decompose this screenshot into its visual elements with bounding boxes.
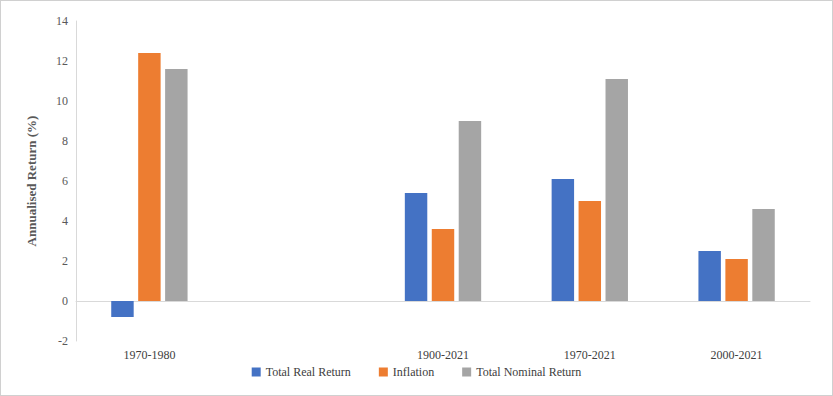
svg-text:Inflation: Inflation — [393, 365, 434, 379]
svg-text:8: 8 — [62, 134, 68, 148]
svg-text:10: 10 — [56, 94, 68, 108]
svg-text:-2: -2 — [58, 334, 68, 348]
svg-text:1970-1980: 1970-1980 — [123, 348, 175, 362]
svg-text:0: 0 — [62, 294, 68, 308]
svg-text:1900-2021: 1900-2021 — [417, 348, 469, 362]
svg-text:Total Nominal Return: Total Nominal Return — [476, 365, 581, 379]
svg-text:Total Real Return: Total Real Return — [266, 365, 351, 379]
svg-text:1970-2021: 1970-2021 — [564, 348, 616, 362]
svg-text:Annualised Return (%): Annualised Return (%) — [24, 116, 39, 247]
svg-text:6: 6 — [62, 174, 68, 188]
svg-text:14: 14 — [56, 14, 68, 28]
svg-text:2: 2 — [62, 254, 68, 268]
svg-text:4: 4 — [62, 214, 68, 228]
svg-text:2000-2021: 2000-2021 — [711, 348, 763, 362]
svg-text:12: 12 — [56, 54, 68, 68]
